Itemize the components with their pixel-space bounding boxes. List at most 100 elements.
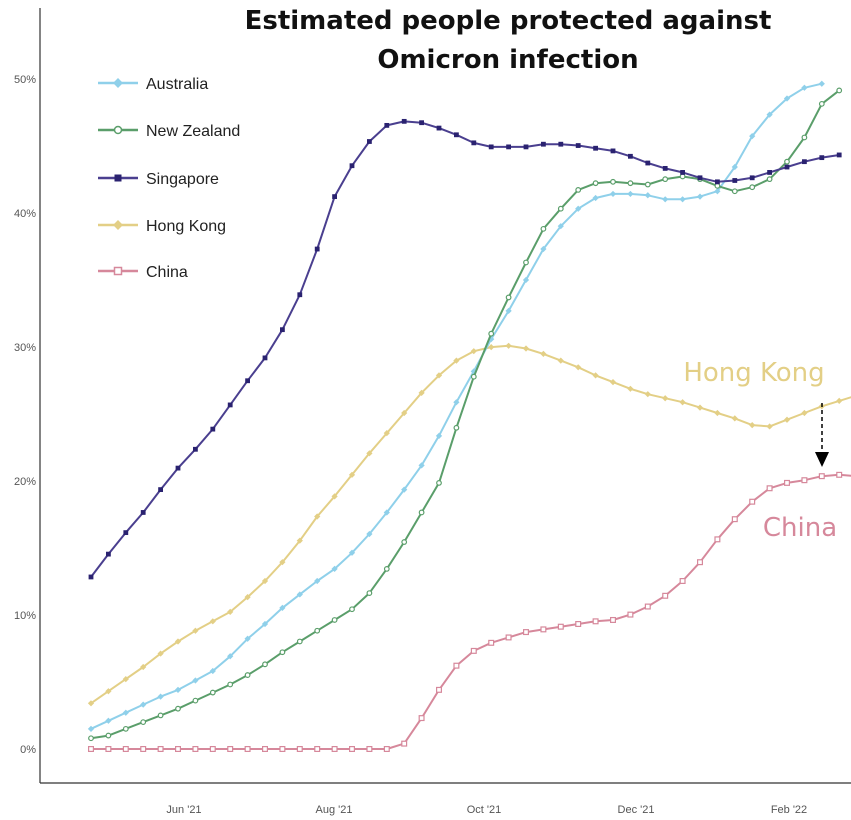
data-point-china bbox=[714, 536, 721, 543]
data-point-hong-kong bbox=[749, 421, 756, 429]
data-point-hong-kong bbox=[505, 342, 512, 349]
data-point-new-zealand bbox=[349, 606, 355, 613]
legend-item-singapore: Singapore bbox=[98, 171, 219, 188]
data-point-china bbox=[140, 745, 147, 752]
data-point-new-zealand bbox=[331, 617, 338, 623]
data-point-singapore bbox=[140, 510, 146, 515]
data-point-australia bbox=[679, 196, 686, 203]
data-point-australia bbox=[627, 190, 634, 198]
data-point-singapore bbox=[123, 530, 129, 536]
data-point-hong-kong bbox=[435, 372, 443, 379]
data-point-singapore bbox=[575, 143, 581, 148]
data-point-australia bbox=[122, 709, 129, 716]
data-point-singapore bbox=[697, 175, 703, 181]
data-point-china bbox=[244, 745, 251, 752]
data-point-hong-kong bbox=[766, 423, 773, 430]
data-point-new-zealand bbox=[714, 182, 721, 189]
data-point-australia bbox=[505, 307, 512, 314]
chart-title-line-1: Estimated people protected against bbox=[245, 6, 772, 36]
data-point-hong-kong bbox=[470, 348, 477, 355]
data-point-china bbox=[766, 485, 773, 492]
series-hong-kong bbox=[87, 342, 851, 707]
data-point-new-zealand bbox=[279, 649, 286, 656]
series-line-new-zealand bbox=[90, 89, 840, 740]
data-point-new-zealand bbox=[314, 627, 321, 634]
data-point-australia bbox=[314, 577, 321, 585]
data-point-china bbox=[592, 618, 599, 625]
data-point-hong-kong bbox=[244, 594, 251, 601]
data-point-singapore bbox=[227, 402, 233, 408]
data-point-singapore bbox=[662, 165, 668, 171]
data-point-australia bbox=[244, 635, 251, 642]
data-point-singapore bbox=[610, 148, 616, 154]
data-point-australia bbox=[227, 653, 234, 660]
data-point-china bbox=[679, 577, 686, 584]
data-point-australia bbox=[348, 549, 356, 556]
legend-marker bbox=[113, 266, 123, 276]
data-point-new-zealand bbox=[227, 681, 234, 688]
data-point-singapore bbox=[506, 144, 511, 150]
data-point-hong-kong bbox=[540, 350, 547, 357]
data-point-hong-kong bbox=[696, 404, 704, 411]
legend-item-china: China bbox=[98, 264, 188, 281]
data-point-hong-kong bbox=[592, 372, 599, 379]
data-point-singapore bbox=[558, 141, 564, 147]
data-point-hong-kong bbox=[488, 344, 495, 351]
data-point-hong-kong bbox=[174, 638, 182, 645]
data-point-australia bbox=[766, 111, 773, 118]
data-point-australia bbox=[609, 190, 617, 198]
data-point-china bbox=[314, 745, 321, 752]
data-point-new-zealand bbox=[262, 661, 268, 668]
data-point-singapore bbox=[645, 160, 651, 166]
data-point-china bbox=[279, 745, 286, 752]
data-point-new-zealand bbox=[523, 259, 529, 266]
data-point-new-zealand bbox=[383, 566, 390, 572]
legend: Australia New Zealand Singapore Hong Kon… bbox=[98, 76, 240, 281]
data-point-new-zealand bbox=[801, 134, 808, 141]
data-point-china bbox=[175, 745, 182, 752]
data-point-new-zealand bbox=[766, 176, 773, 183]
data-point-new-zealand bbox=[836, 87, 843, 94]
data-point-singapore bbox=[349, 163, 355, 169]
data-point-australia bbox=[157, 693, 164, 700]
legend-item-hong-kong: Hong Kong bbox=[98, 218, 226, 235]
data-point-new-zealand bbox=[436, 479, 442, 486]
data-point-china bbox=[436, 686, 443, 693]
legend-marker bbox=[113, 78, 123, 88]
data-point-singapore bbox=[314, 246, 320, 252]
data-point-new-zealand bbox=[418, 509, 425, 516]
series-singapore bbox=[88, 118, 842, 580]
data-point-australia bbox=[818, 80, 825, 87]
data-point-hong-kong bbox=[662, 395, 669, 402]
data-point-singapore bbox=[523, 144, 529, 150]
data-point-australia bbox=[401, 486, 408, 493]
data-point-new-zealand bbox=[627, 180, 634, 187]
data-point-hong-kong bbox=[522, 345, 530, 352]
series-china bbox=[87, 471, 851, 752]
data-point-australia bbox=[209, 667, 216, 675]
data-point-singapore bbox=[541, 141, 546, 147]
data-point-new-zealand bbox=[505, 294, 512, 301]
data-point-new-zealand bbox=[401, 539, 408, 545]
y-tick-label: 20% bbox=[14, 476, 36, 488]
data-point-singapore bbox=[628, 153, 633, 159]
data-point-china bbox=[192, 745, 199, 752]
data-point-hong-kong bbox=[383, 430, 390, 437]
y-tick-label: 40% bbox=[14, 208, 36, 220]
data-point-hong-kong bbox=[679, 399, 686, 406]
data-point-new-zealand bbox=[610, 178, 616, 185]
data-point-hong-kong bbox=[609, 378, 617, 386]
data-point-china bbox=[522, 629, 529, 636]
y-tick-label: 30% bbox=[14, 342, 36, 354]
data-point-china bbox=[540, 626, 547, 633]
data-point-new-zealand bbox=[157, 712, 164, 719]
data-point-china bbox=[227, 745, 234, 752]
data-point-new-zealand bbox=[105, 732, 112, 739]
data-point-singapore bbox=[297, 292, 303, 298]
data-point-australia bbox=[331, 565, 338, 573]
data-point-singapore bbox=[193, 446, 198, 452]
data-point-singapore bbox=[175, 465, 181, 471]
y-axis: 0% 10% 20% 30% 40% 50% bbox=[14, 8, 41, 783]
data-point-china bbox=[331, 745, 338, 752]
